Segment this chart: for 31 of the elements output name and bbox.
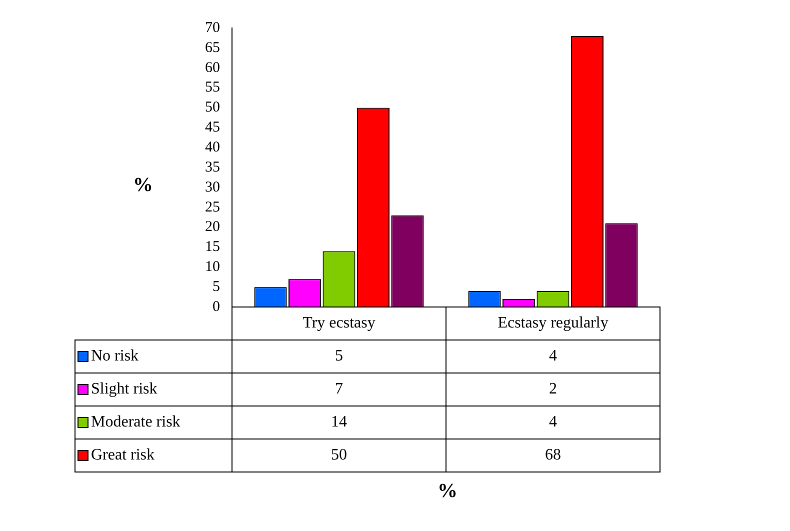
y-tick-label: 55 (205, 80, 220, 96)
y-tick-label: 10 (205, 259, 220, 276)
x-tick-label: Ecstasy regularly (498, 314, 608, 332)
data-label: 4 (549, 348, 557, 365)
legend-label: Great risk (91, 446, 155, 464)
y-tick-label: 30 (205, 179, 220, 196)
y-axis-title: % (133, 174, 153, 196)
legend-label: Slight risk (91, 380, 158, 398)
y-tick-label: 15 (205, 239, 220, 256)
data-label: 7 (335, 380, 343, 398)
data-label: 68 (545, 446, 561, 464)
data-label: 50 (331, 446, 347, 464)
y-tick-label: 50 (205, 100, 220, 116)
data-label: 4 (549, 414, 557, 431)
y-tick-label: 5 (212, 279, 220, 296)
legend-label: No risk (91, 348, 139, 365)
y-tick-label: 0 (212, 298, 220, 315)
data-label: 2 (549, 380, 557, 398)
y-tick-label: 20 (205, 219, 220, 236)
data-label: 14 (331, 414, 347, 431)
legend-label: Moderate risk (91, 414, 180, 431)
y-tick-label: 70 (205, 20, 220, 36)
text: % (438, 480, 458, 502)
y-tick-label: 35 (205, 159, 220, 176)
y-tick-label: 45 (205, 120, 220, 136)
y-tick-label: 60 (205, 60, 220, 76)
data-label: 5 (335, 348, 343, 365)
y-tick-label: 65 (205, 40, 220, 56)
x-tick-label: Try ecstasy (302, 314, 376, 332)
y-tick-label: 40 (205, 140, 220, 156)
y-tick-label: 25 (205, 199, 220, 216)
